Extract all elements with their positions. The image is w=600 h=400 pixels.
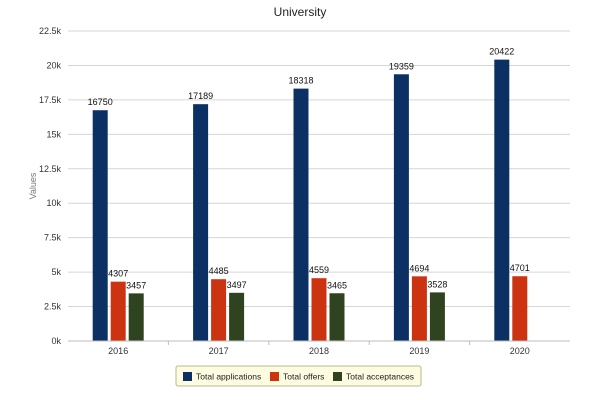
y-tick-label: 2.5k [44,302,62,312]
bar [193,104,209,342]
legend-item-label: Total offers [283,372,324,382]
data-label: 4694 [409,263,429,273]
y-tick-label: 0k [51,336,61,346]
bar [128,293,144,341]
legend-item-label: Total applications [196,372,261,382]
legend-swatch [270,372,279,381]
data-label: 3457 [126,280,146,290]
bar [494,59,510,342]
y-tick-label: 5k [51,267,61,277]
bar [329,293,345,341]
x-tick-label: 2016 [108,346,128,356]
bars [92,59,528,342]
bar [211,279,227,341]
bar [293,88,309,341]
legend-swatch [333,372,342,381]
y-axis-label: Values [28,172,38,199]
bar [110,281,126,341]
x-tick-label: 2018 [309,346,329,356]
y-tick-label: 20k [46,60,61,70]
data-label: 4559 [309,265,329,275]
legend-box [175,365,422,387]
bar [229,292,245,341]
y-tick-label: 22.5k [39,26,62,36]
data-label: 17189 [188,91,213,101]
legend: Total applications Total offers Total acce… [175,365,422,387]
data-label: 16750 [88,97,113,107]
bar [311,278,327,341]
chart-title: University [274,5,327,19]
data-label: 19359 [389,61,414,71]
bar [411,276,427,341]
y-tick-label: 7.5k [44,233,62,243]
x-tick-label: 2019 [409,346,429,356]
y-tick-label: 10k [46,198,61,208]
data-label: 3465 [327,280,347,290]
data-label: 18318 [288,76,313,86]
y-tick-label: 17.5k [39,95,62,105]
legend-item-label: Total acceptances [346,372,414,382]
gridlines [68,30,570,308]
y-tick-label: 15k [46,129,61,139]
y-tick-label: 12.5k [39,164,62,174]
data-label: 4701 [510,263,530,273]
x-tick-label: 2020 [510,346,530,356]
bar [393,74,409,341]
bar [429,292,445,341]
legend-swatch [183,372,192,381]
y-axis-ticks: 0k 2.5k 5k 7.5k 10k 12.5k 15k 17.5k 20k 22.5k [39,26,62,346]
x-tick-label: 2017 [209,346,229,356]
x-axis-ticks: 2016 2017 2018 2019 2020 [108,341,530,356]
bar [512,276,528,341]
data-label: 3497 [227,280,247,290]
bar [92,110,108,341]
data-label: 4485 [209,266,229,276]
data-label: 20422 [489,47,514,57]
data-label: 3528 [427,279,447,289]
data-label: 4307 [108,269,128,279]
